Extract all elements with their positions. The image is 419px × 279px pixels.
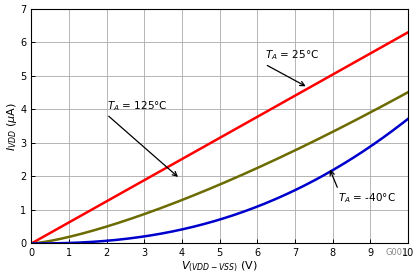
Text: G001: G001 [386,248,408,257]
Y-axis label: $I_{VDD}$ ($\mu$A): $I_{VDD}$ ($\mu$A) [5,102,19,151]
Text: $T_A$ = 25°C: $T_A$ = 25°C [265,49,319,62]
X-axis label: $V_{(VDD-VSS)}$ (V): $V_{(VDD-VSS)}$ (V) [181,260,258,274]
Text: $T_A$ = 125°C: $T_A$ = 125°C [107,99,167,113]
Text: $T_A$ = -40°C: $T_A$ = -40°C [338,192,396,205]
